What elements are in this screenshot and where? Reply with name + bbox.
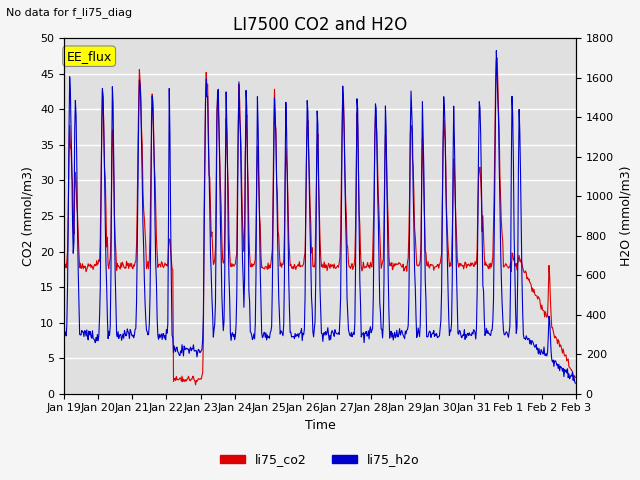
X-axis label: Time: Time xyxy=(305,419,335,432)
Text: EE_flux: EE_flux xyxy=(67,50,112,63)
Text: No data for f_li75_diag: No data for f_li75_diag xyxy=(6,7,132,18)
Y-axis label: CO2 (mmol/m3): CO2 (mmol/m3) xyxy=(22,166,35,266)
Y-axis label: H2O (mmol/m3): H2O (mmol/m3) xyxy=(620,166,632,266)
Title: LI7500 CO2 and H2O: LI7500 CO2 and H2O xyxy=(233,16,407,34)
Legend: li75_co2, li75_h2o: li75_co2, li75_h2o xyxy=(215,448,425,471)
